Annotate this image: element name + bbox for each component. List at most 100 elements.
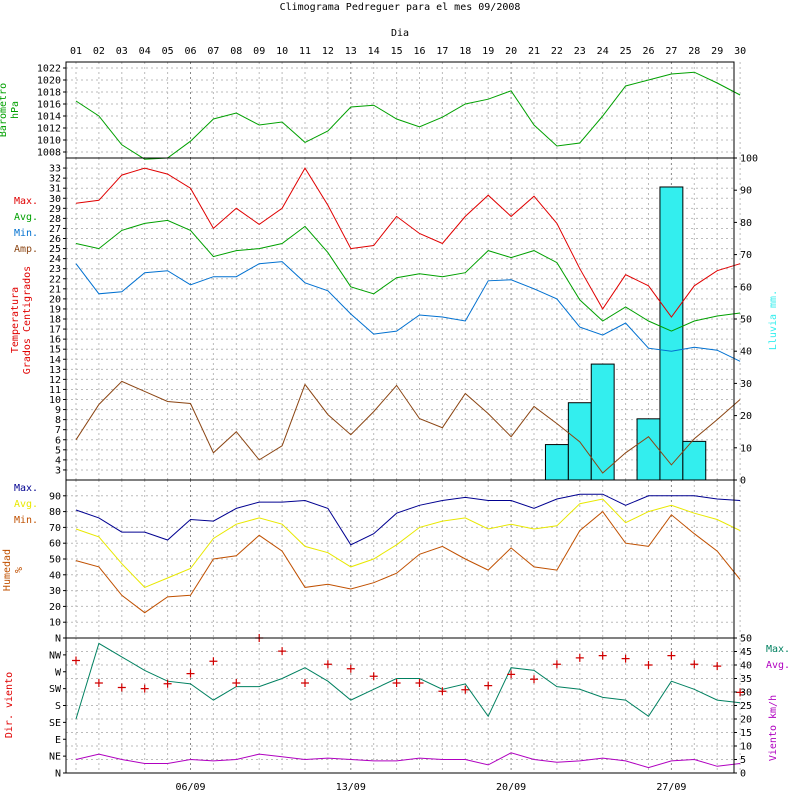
day-tick-label: 23 bbox=[574, 46, 586, 57]
wind-direction-marker bbox=[507, 670, 516, 679]
day-tick-label: 07 bbox=[207, 46, 219, 57]
day-tick-label: 19 bbox=[482, 46, 494, 57]
humidity-tick-label: 70 bbox=[49, 523, 61, 534]
humidity-tick-label: 80 bbox=[49, 507, 61, 518]
humidity-legend-entry: Min. bbox=[14, 515, 38, 526]
wind-direction-tick-label: E bbox=[55, 735, 61, 746]
temperature-tick-label: 32 bbox=[49, 174, 61, 185]
day-tick-label: 10 bbox=[276, 46, 288, 57]
wind-speed-tick-label: 35 bbox=[740, 674, 752, 685]
temperature-tick-label: 7 bbox=[55, 425, 61, 436]
temperature-tick-label: 13 bbox=[49, 365, 61, 376]
barometer-axis-label: Barometro bbox=[0, 83, 9, 137]
day-tick-label: 20 bbox=[505, 46, 517, 57]
rain-bar bbox=[544, 444, 569, 481]
humidity-legend-entry: Avg. bbox=[14, 499, 38, 510]
day-tick-label: 02 bbox=[93, 46, 105, 57]
temperature-tick-label: 31 bbox=[49, 184, 61, 195]
wind-direction-marker bbox=[438, 687, 447, 696]
day-tick-label: 26 bbox=[642, 46, 654, 57]
day-tick-label: 09 bbox=[253, 46, 265, 57]
wind-direction-tick-label: W bbox=[55, 667, 62, 678]
wind-direction-marker bbox=[369, 672, 378, 681]
day-tick-label: 30 bbox=[734, 46, 746, 57]
temperature-tick-label: 20 bbox=[49, 294, 61, 305]
wind-speed-legend-entry: Avg. bbox=[766, 660, 790, 671]
wind-direction-marker bbox=[392, 679, 401, 687]
temperature-legend-entry: Min. bbox=[14, 228, 38, 239]
rain-tick-label: 40 bbox=[740, 347, 752, 358]
day-tick-label: 27 bbox=[665, 46, 677, 57]
labels-layer: 01 02 03 04 05 06 07 08 09 10 11 12 13 14 15 16 17 18 19 20… bbox=[0, 46, 790, 793]
day-tick-label: 18 bbox=[459, 46, 471, 57]
rain-bar bbox=[659, 186, 684, 481]
barometer-tick-label: 1020 bbox=[37, 76, 61, 87]
barometer-tick-label: 1012 bbox=[37, 124, 61, 135]
humidity-tick-label: 40 bbox=[49, 570, 61, 581]
wind-direction-tick-label: NE bbox=[49, 752, 61, 763]
wind-direction-marker bbox=[163, 679, 172, 688]
wind-speed-tick-label: 30 bbox=[740, 688, 752, 699]
barometer-tick-label: 1022 bbox=[37, 64, 61, 75]
barometer-tick-label: 1016 bbox=[37, 100, 61, 111]
barometer-tick-label: 1010 bbox=[37, 136, 61, 147]
wind-direction-marker bbox=[598, 651, 607, 660]
temperature-tick-label: 6 bbox=[55, 435, 61, 446]
humidity-line-avg bbox=[75, 498, 741, 588]
temperature-tick-label: 4 bbox=[55, 455, 61, 466]
temperature-tick-label: 26 bbox=[49, 234, 61, 245]
temperature-line-avg bbox=[75, 219, 741, 332]
wind-direction-tick-label: N bbox=[55, 769, 61, 780]
wind-direction-marker bbox=[552, 660, 561, 669]
humidity-tick-label: 60 bbox=[49, 539, 61, 550]
day-tick-label: 16 bbox=[413, 46, 425, 57]
day-tick-label: 13 bbox=[345, 46, 357, 57]
wind-direction-marker bbox=[72, 656, 80, 665]
temperature-tick-label: 30 bbox=[49, 194, 61, 205]
temperature-tick-label: 28 bbox=[49, 214, 61, 225]
wind-direction-tick-label: SW bbox=[49, 684, 62, 695]
temperature-legend-entry: Max. bbox=[14, 196, 38, 207]
wind-direction-marker bbox=[461, 685, 470, 694]
temperature-legend-entry: Amp. bbox=[14, 244, 38, 255]
wind-speed-tick-label: 15 bbox=[740, 728, 752, 739]
humidity-tick-label: 10 bbox=[49, 618, 61, 629]
day-tick-label: 29 bbox=[711, 46, 723, 57]
temperature-line-min bbox=[75, 261, 741, 362]
temperature-legend-entry: Avg. bbox=[14, 212, 38, 223]
temperature-tick-label: 8 bbox=[55, 415, 61, 426]
wind-direction-marker bbox=[690, 660, 699, 669]
humidity-tick-label: 50 bbox=[49, 555, 61, 566]
rain-tick-label: 0 bbox=[740, 476, 746, 487]
wind-direction-tick-label: SE bbox=[49, 718, 61, 729]
temperature-tick-label: 24 bbox=[49, 254, 61, 265]
day-tick-label: 03 bbox=[116, 46, 128, 57]
wind-direction-tick-label: S bbox=[55, 701, 61, 712]
date-tick-label: 13/09 bbox=[336, 782, 366, 793]
wind-direction-marker bbox=[232, 679, 241, 687]
temperature-line-max bbox=[75, 167, 741, 318]
grid-layer bbox=[66, 62, 741, 774]
wind-speed-tick-label: 0 bbox=[740, 769, 746, 780]
barometer-tick-label: 1014 bbox=[37, 112, 61, 123]
panel-frames-layer bbox=[63, 61, 737, 774]
temperature-tick-label: 18 bbox=[49, 315, 61, 326]
date-tick-label: 06/09 bbox=[175, 782, 205, 793]
temperature-tick-label: 19 bbox=[49, 304, 61, 315]
wind-direction-marker bbox=[644, 661, 653, 669]
wind-direction-tick-label: NW bbox=[49, 650, 62, 661]
temperature-tick-label: 5 bbox=[55, 445, 61, 456]
day-tick-label: 05 bbox=[162, 46, 174, 57]
rain-tick-label: 70 bbox=[740, 250, 752, 261]
temperature-tick-label: 23 bbox=[49, 264, 61, 275]
day-tick-label: 04 bbox=[139, 46, 151, 57]
barometer-tick-label: 1018 bbox=[37, 88, 61, 99]
humidity-legend-entry: Max. bbox=[14, 483, 38, 494]
temperature-tick-label: 16 bbox=[49, 335, 61, 346]
day-tick-label: 11 bbox=[299, 46, 311, 57]
temperature-tick-label: 25 bbox=[49, 244, 61, 255]
day-tick-label: 08 bbox=[230, 46, 242, 57]
wind-direction-marker bbox=[575, 653, 584, 662]
wind-direction-marker bbox=[713, 662, 722, 671]
